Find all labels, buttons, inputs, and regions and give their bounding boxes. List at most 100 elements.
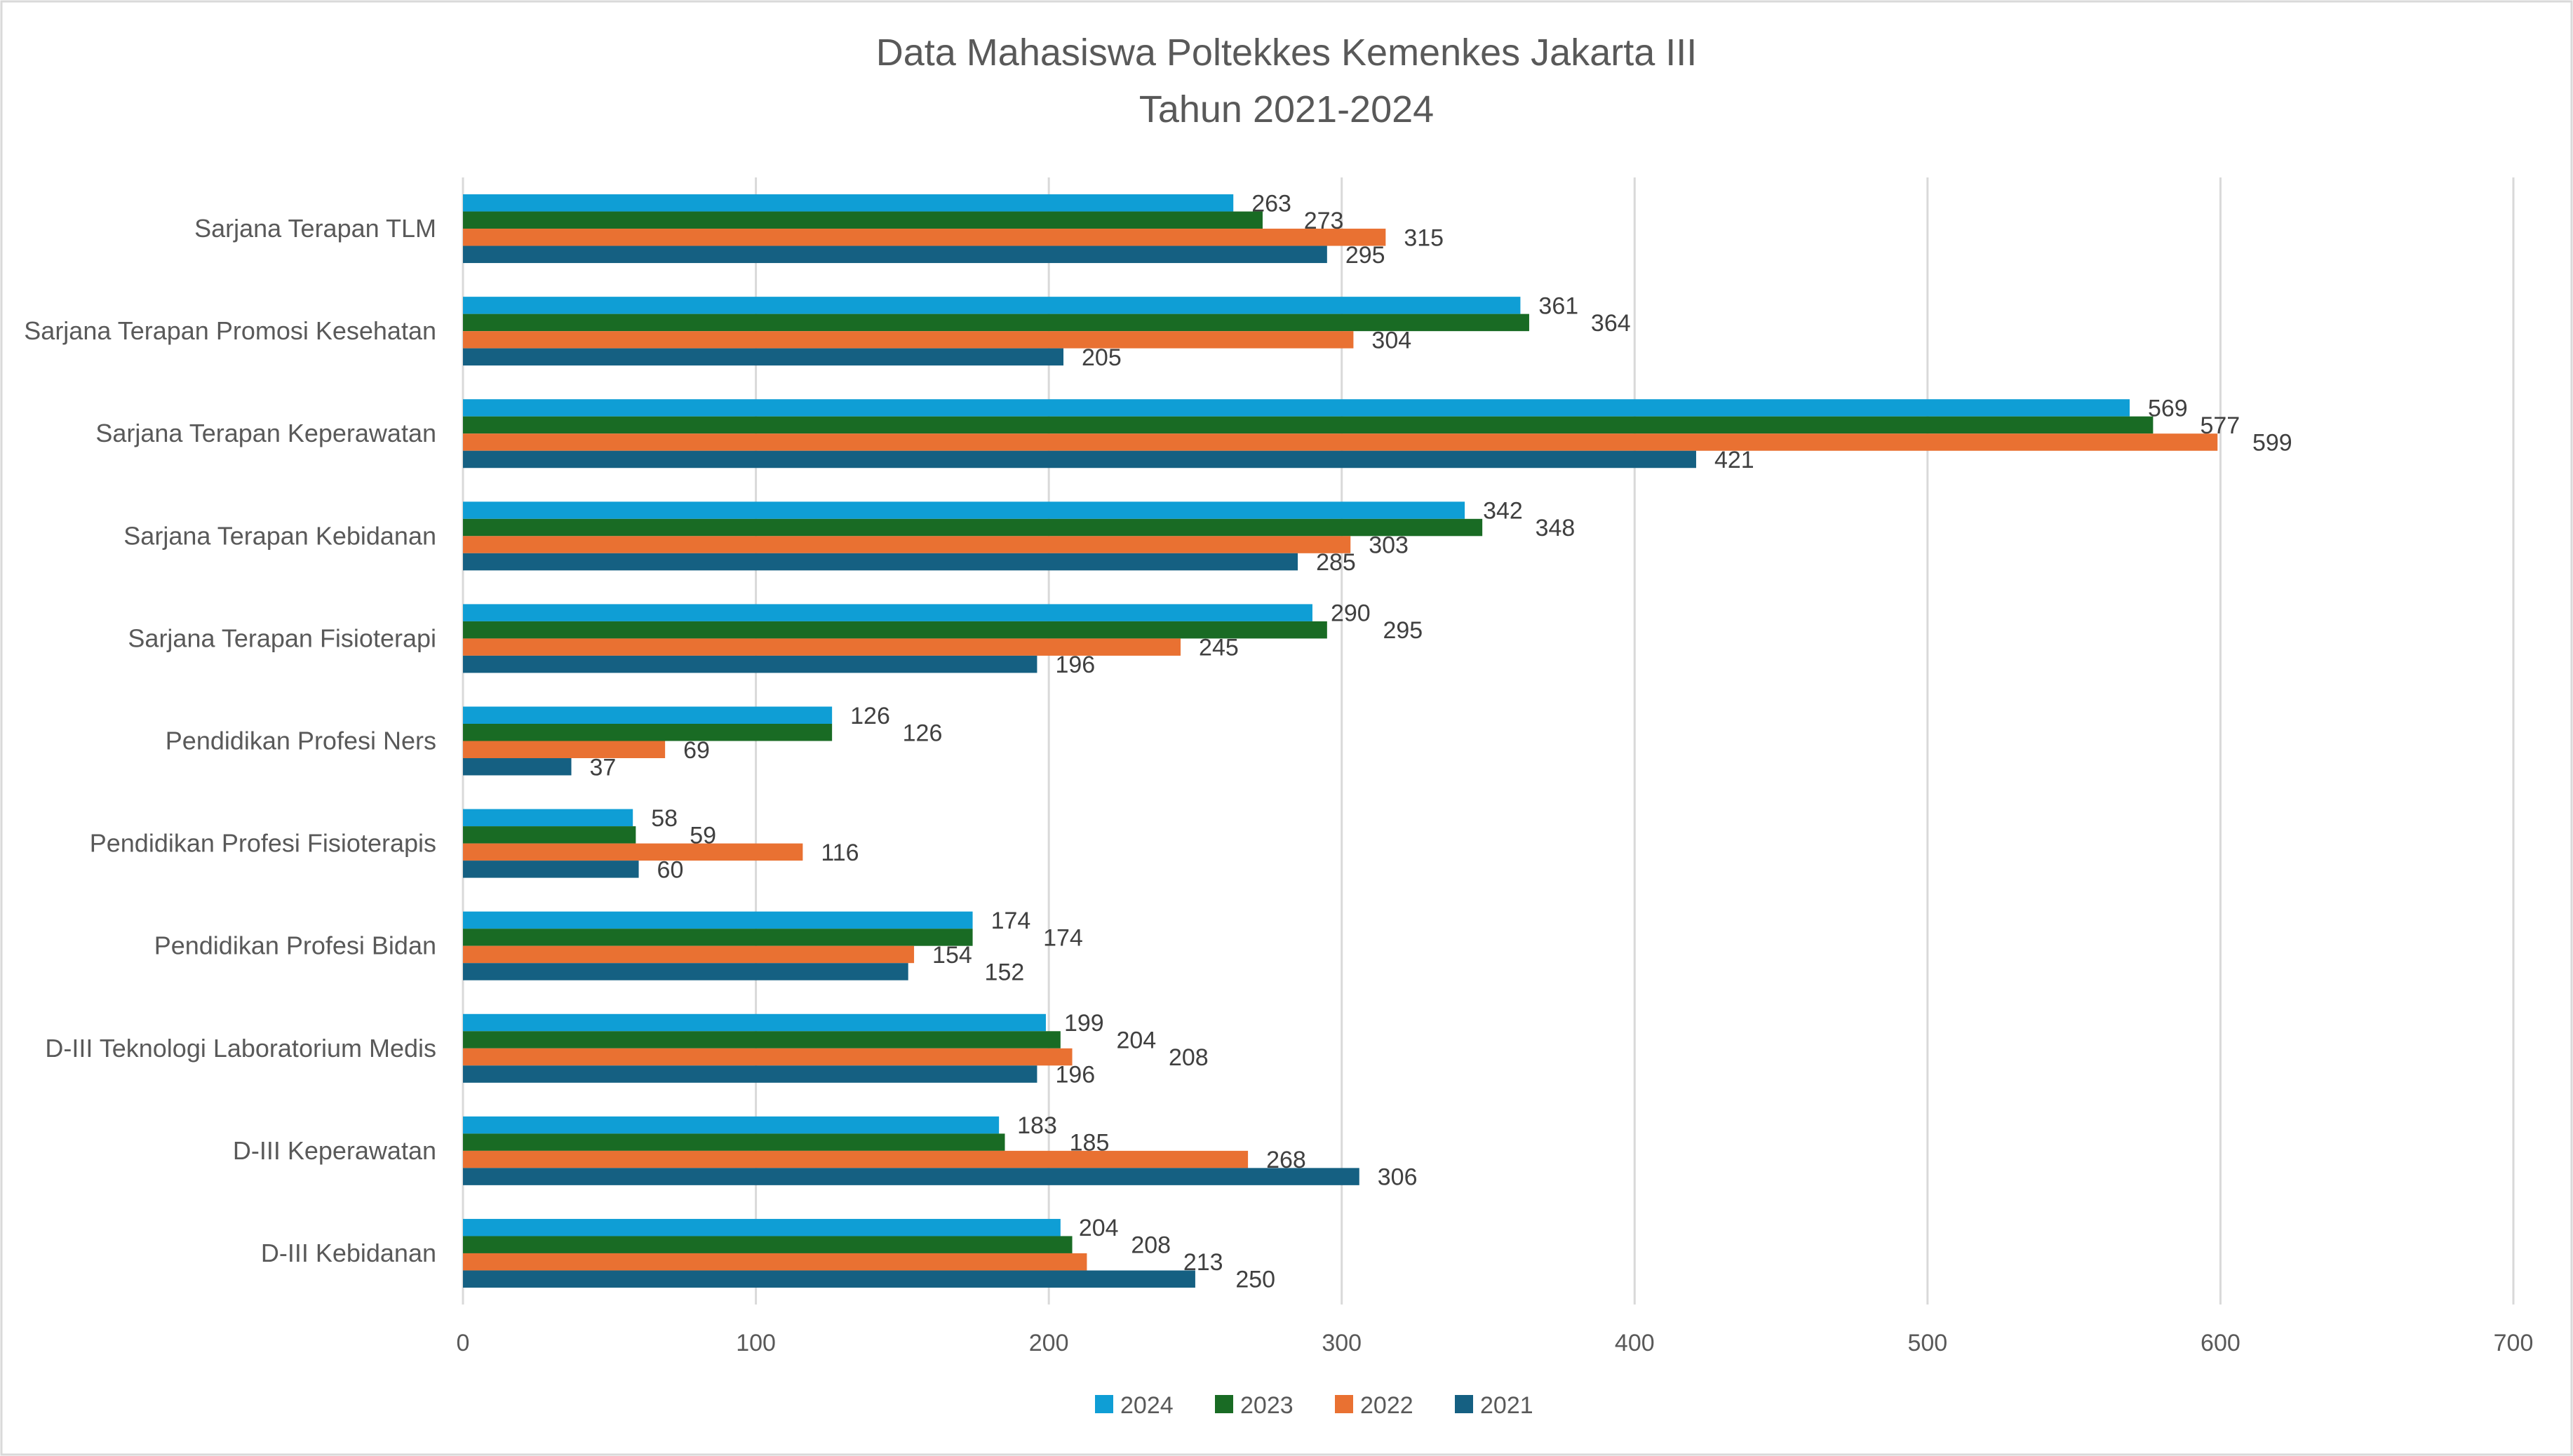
data-label: 421: [1714, 447, 1754, 473]
x-tick-label: 700: [2494, 1330, 2534, 1356]
data-label: 174: [991, 908, 1031, 934]
data-label: 245: [1199, 635, 1239, 661]
data-label: 263: [1251, 190, 1291, 217]
bar-2021: [463, 348, 1064, 366]
category-label: Pendidikan Profesi Ners: [166, 727, 436, 755]
data-label: 273: [1304, 208, 1344, 234]
bar-2022: [463, 331, 1354, 349]
chart-subtitle: Tahun 2021-2024: [1139, 88, 1434, 130]
bar-2023: [463, 621, 1327, 639]
data-label: 361: [1538, 292, 1578, 319]
bar-2024: [463, 1116, 1000, 1134]
data-label: 295: [1345, 242, 1385, 269]
legend-swatch-2023: [1215, 1395, 1233, 1413]
x-tick-label: 200: [1029, 1330, 1069, 1356]
bar-2022: [463, 638, 1181, 656]
data-label: 342: [1483, 498, 1523, 525]
bar-2022: [463, 843, 803, 861]
data-label: 306: [1378, 1164, 1418, 1191]
data-label: 268: [1266, 1147, 1306, 1173]
bar-2021: [463, 655, 1037, 673]
legend-label: 2024: [1120, 1392, 1174, 1419]
legend-label: 2023: [1240, 1392, 1294, 1419]
legend-swatch-2024: [1095, 1395, 1113, 1413]
x-tick-label: 500: [1907, 1330, 1947, 1356]
category-label: Sarjana Terapan Fisioterapi: [128, 623, 436, 652]
data-label: 304: [1371, 327, 1411, 353]
x-tick-label: 300: [1322, 1330, 1362, 1356]
bar-2023: [463, 826, 636, 844]
data-label: 205: [1082, 344, 1122, 371]
data-label: 196: [1055, 652, 1095, 678]
bar-2022: [463, 1048, 1073, 1066]
bar-2024: [463, 399, 2130, 417]
data-label: 285: [1316, 549, 1356, 576]
data-label: 60: [657, 856, 684, 883]
bar-2021: [463, 758, 572, 776]
x-tick-label: 0: [457, 1330, 470, 1356]
category-label: D-III Keperawatan: [233, 1136, 436, 1165]
data-label: 116: [821, 840, 859, 866]
data-label: 204: [1079, 1215, 1119, 1241]
data-label: 199: [1064, 1010, 1104, 1037]
data-label: 37: [590, 754, 617, 781]
data-label: 348: [1536, 515, 1576, 541]
data-label: 69: [683, 737, 710, 764]
bar-2023: [463, 929, 973, 946]
bar-2024: [463, 1013, 1046, 1032]
data-label: 204: [1116, 1027, 1156, 1054]
category-label: Sarjana Terapan Promosi Kesehatan: [24, 316, 436, 345]
x-tick-label: 400: [1615, 1330, 1655, 1356]
bar-2024: [463, 911, 973, 929]
data-label: 208: [1169, 1044, 1209, 1071]
bar-2021: [463, 450, 1696, 469]
data-label: 154: [932, 942, 972, 969]
data-label: 208: [1131, 1232, 1171, 1259]
legend-label: 2021: [1480, 1392, 1533, 1419]
data-label: 185: [1070, 1130, 1110, 1157]
category-label: Sarjana Terapan Keperawatan: [95, 419, 436, 447]
category-label: Sarjana Terapan Kebidanan: [123, 521, 436, 550]
data-label: 303: [1369, 532, 1409, 559]
bar-2023: [463, 1133, 1005, 1151]
bar-2023: [463, 211, 1263, 229]
legend-swatch-2022: [1335, 1395, 1353, 1413]
bar-2022: [463, 1253, 1087, 1271]
bar-2024: [463, 1218, 1061, 1236]
category-label: D-III Teknologi Laboratorium Medis: [45, 1034, 436, 1063]
data-label: 58: [651, 805, 678, 832]
data-label: 174: [1043, 924, 1083, 951]
bar-2022: [463, 536, 1351, 553]
bar-2021: [463, 963, 908, 980]
bar-2024: [463, 604, 1312, 621]
legend-label: 2022: [1360, 1392, 1413, 1419]
bar-2021: [463, 1065, 1037, 1083]
bar-2023: [463, 518, 1483, 537]
bar-2022: [463, 945, 915, 964]
bar-2024: [463, 706, 833, 724]
bar-2024: [463, 809, 633, 827]
bar-2022: [463, 229, 1386, 246]
category-label: D-III Kebidanan: [261, 1239, 436, 1267]
category-label: Pendidikan Profesi Bidan: [154, 931, 436, 960]
legend-swatch-2021: [1455, 1395, 1473, 1413]
data-label: 59: [690, 822, 716, 849]
data-label: 315: [1404, 224, 1444, 251]
data-label: 183: [1017, 1112, 1057, 1139]
data-label: 196: [1055, 1062, 1095, 1088]
category-label: Pendidikan Profesi Fisioterapis: [90, 829, 436, 858]
x-tick-label: 100: [736, 1330, 776, 1356]
bar-2021: [463, 1270, 1195, 1288]
data-label: 295: [1383, 617, 1423, 644]
x-tick-label: 600: [2201, 1330, 2241, 1356]
data-label: 364: [1591, 310, 1631, 337]
data-label: 569: [2148, 395, 2188, 422]
data-label: 599: [2252, 429, 2292, 456]
data-label: 152: [985, 959, 1025, 985]
bar-2023: [463, 724, 833, 741]
bar-2024: [463, 501, 1465, 519]
bar-2023: [463, 1236, 1073, 1253]
data-label: 250: [1235, 1267, 1275, 1293]
category-label: Sarjana Terapan TLM: [194, 214, 436, 243]
